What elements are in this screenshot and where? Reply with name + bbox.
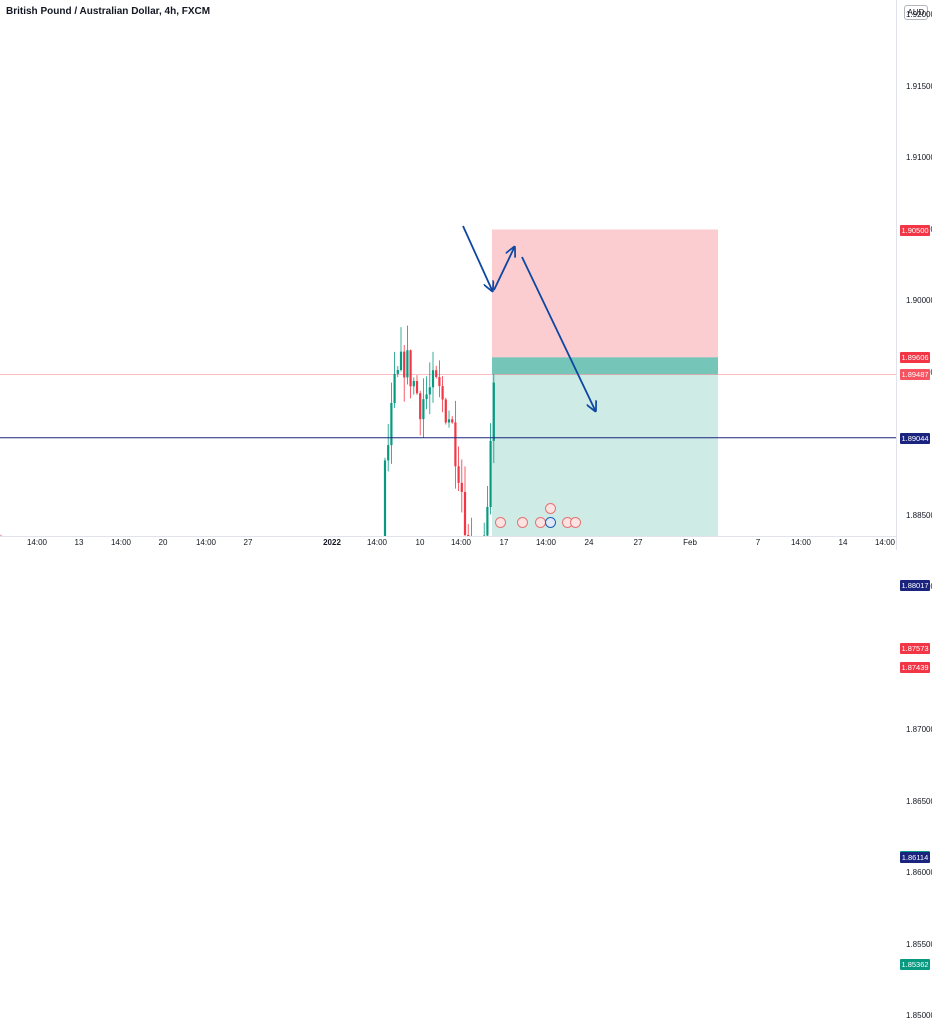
time-tick-label: 24 (585, 538, 594, 547)
take-profit-zone (492, 357, 718, 536)
candle-body (429, 387, 431, 394)
time-tick-label: 13 (75, 538, 84, 547)
price-tick-label: 1.91000 (906, 153, 932, 162)
time-tick-label: 14:00 (536, 538, 556, 547)
candle-body (387, 445, 389, 460)
candle-body (458, 466, 460, 483)
price-tag: 1.86114 (900, 852, 930, 863)
candle-body (461, 483, 463, 492)
candle-body (445, 399, 447, 422)
time-tick-label: 14:00 (27, 538, 47, 547)
candle-body (451, 419, 453, 422)
candle-body (394, 374, 396, 403)
candle-body (419, 393, 421, 419)
time-tick-label: 14:00 (111, 538, 131, 547)
time-tick-label: 17 (500, 538, 509, 547)
time-axis[interactable] (0, 536, 896, 551)
time-tick-label: 14 (839, 538, 848, 547)
time-tick-label: 14:00 (791, 538, 811, 547)
time-tick-label: 14:00 (875, 538, 895, 547)
candle-body (448, 419, 450, 422)
time-tick-label: 14:00 (196, 538, 216, 547)
candle-body (442, 386, 444, 399)
price-tick-label: 1.90000 (906, 296, 932, 305)
price-tag: 1.87573 (900, 643, 930, 654)
candle-body (454, 422, 456, 466)
candle-body (432, 370, 434, 387)
price-tag: 1.85362 (900, 959, 930, 970)
symbol-title: British Pound / Australian Dollar, 4h, F… (6, 6, 210, 17)
chart-canvas[interactable] (0, 0, 896, 536)
time-tick-label: 10 (416, 538, 425, 547)
time-tick-label: Feb (683, 538, 697, 547)
candle-body (403, 352, 405, 378)
candle-body (416, 381, 418, 393)
price-tick-label: 1.91500 (906, 82, 932, 91)
time-tick-label: 14:00 (451, 538, 471, 547)
candle-body (406, 350, 408, 377)
candle-body (486, 507, 488, 536)
price-tick-label: 1.87000 (906, 725, 932, 734)
price-tag: 1.88017 (900, 580, 930, 591)
economic-event-icon[interactable] (545, 503, 556, 514)
price-tick-label: 1.88500 (906, 511, 932, 520)
candle-body (390, 403, 392, 445)
candle-body (490, 441, 492, 507)
economic-event-icon[interactable] (517, 517, 528, 528)
time-tick-label: 20 (159, 538, 168, 547)
price-tag: 1.90500 (900, 225, 930, 236)
candle-body (410, 350, 412, 386)
candle-body (422, 399, 424, 419)
price-tag: 1.89044 (900, 433, 930, 444)
price-tag: 1.89606 (900, 352, 930, 363)
time-tick-label: 27 (244, 538, 253, 547)
candle-body (493, 383, 495, 441)
economic-event-icon[interactable] (570, 517, 581, 528)
time-tick-label: 7 (756, 538, 760, 547)
price-tag: 1.87439 (900, 662, 930, 673)
price-tag: 1.89487 (900, 369, 930, 380)
time-tick-label: 27 (634, 538, 643, 547)
time-tick-label: 2022 (323, 538, 341, 547)
stop-loss-zone (492, 230, 718, 358)
candle-body (464, 492, 466, 535)
price-tick-label: 1.85000 (906, 1011, 932, 1020)
profit-zone (492, 357, 718, 374)
chart-root[interactable]: British Pound / Australian Dollar, 4h, F… (0, 0, 932, 550)
candle-body (435, 370, 437, 377)
economic-event-icon[interactable] (545, 517, 556, 528)
candle-body (438, 377, 440, 386)
candle-body (413, 381, 415, 386)
candle-body (384, 460, 386, 536)
price-tick-label: 1.92000 (906, 10, 932, 19)
candle-body (426, 394, 428, 399)
price-tick-label: 1.86500 (906, 797, 932, 806)
candle-body (400, 352, 402, 370)
price-tick-label: 1.85500 (906, 940, 932, 949)
trend-arrow (463, 226, 492, 290)
time-tick-label: 14:00 (367, 538, 387, 547)
price-tick-label: 1.86000 (906, 868, 932, 877)
candle-body (397, 370, 399, 374)
economic-event-icon[interactable] (495, 517, 506, 528)
